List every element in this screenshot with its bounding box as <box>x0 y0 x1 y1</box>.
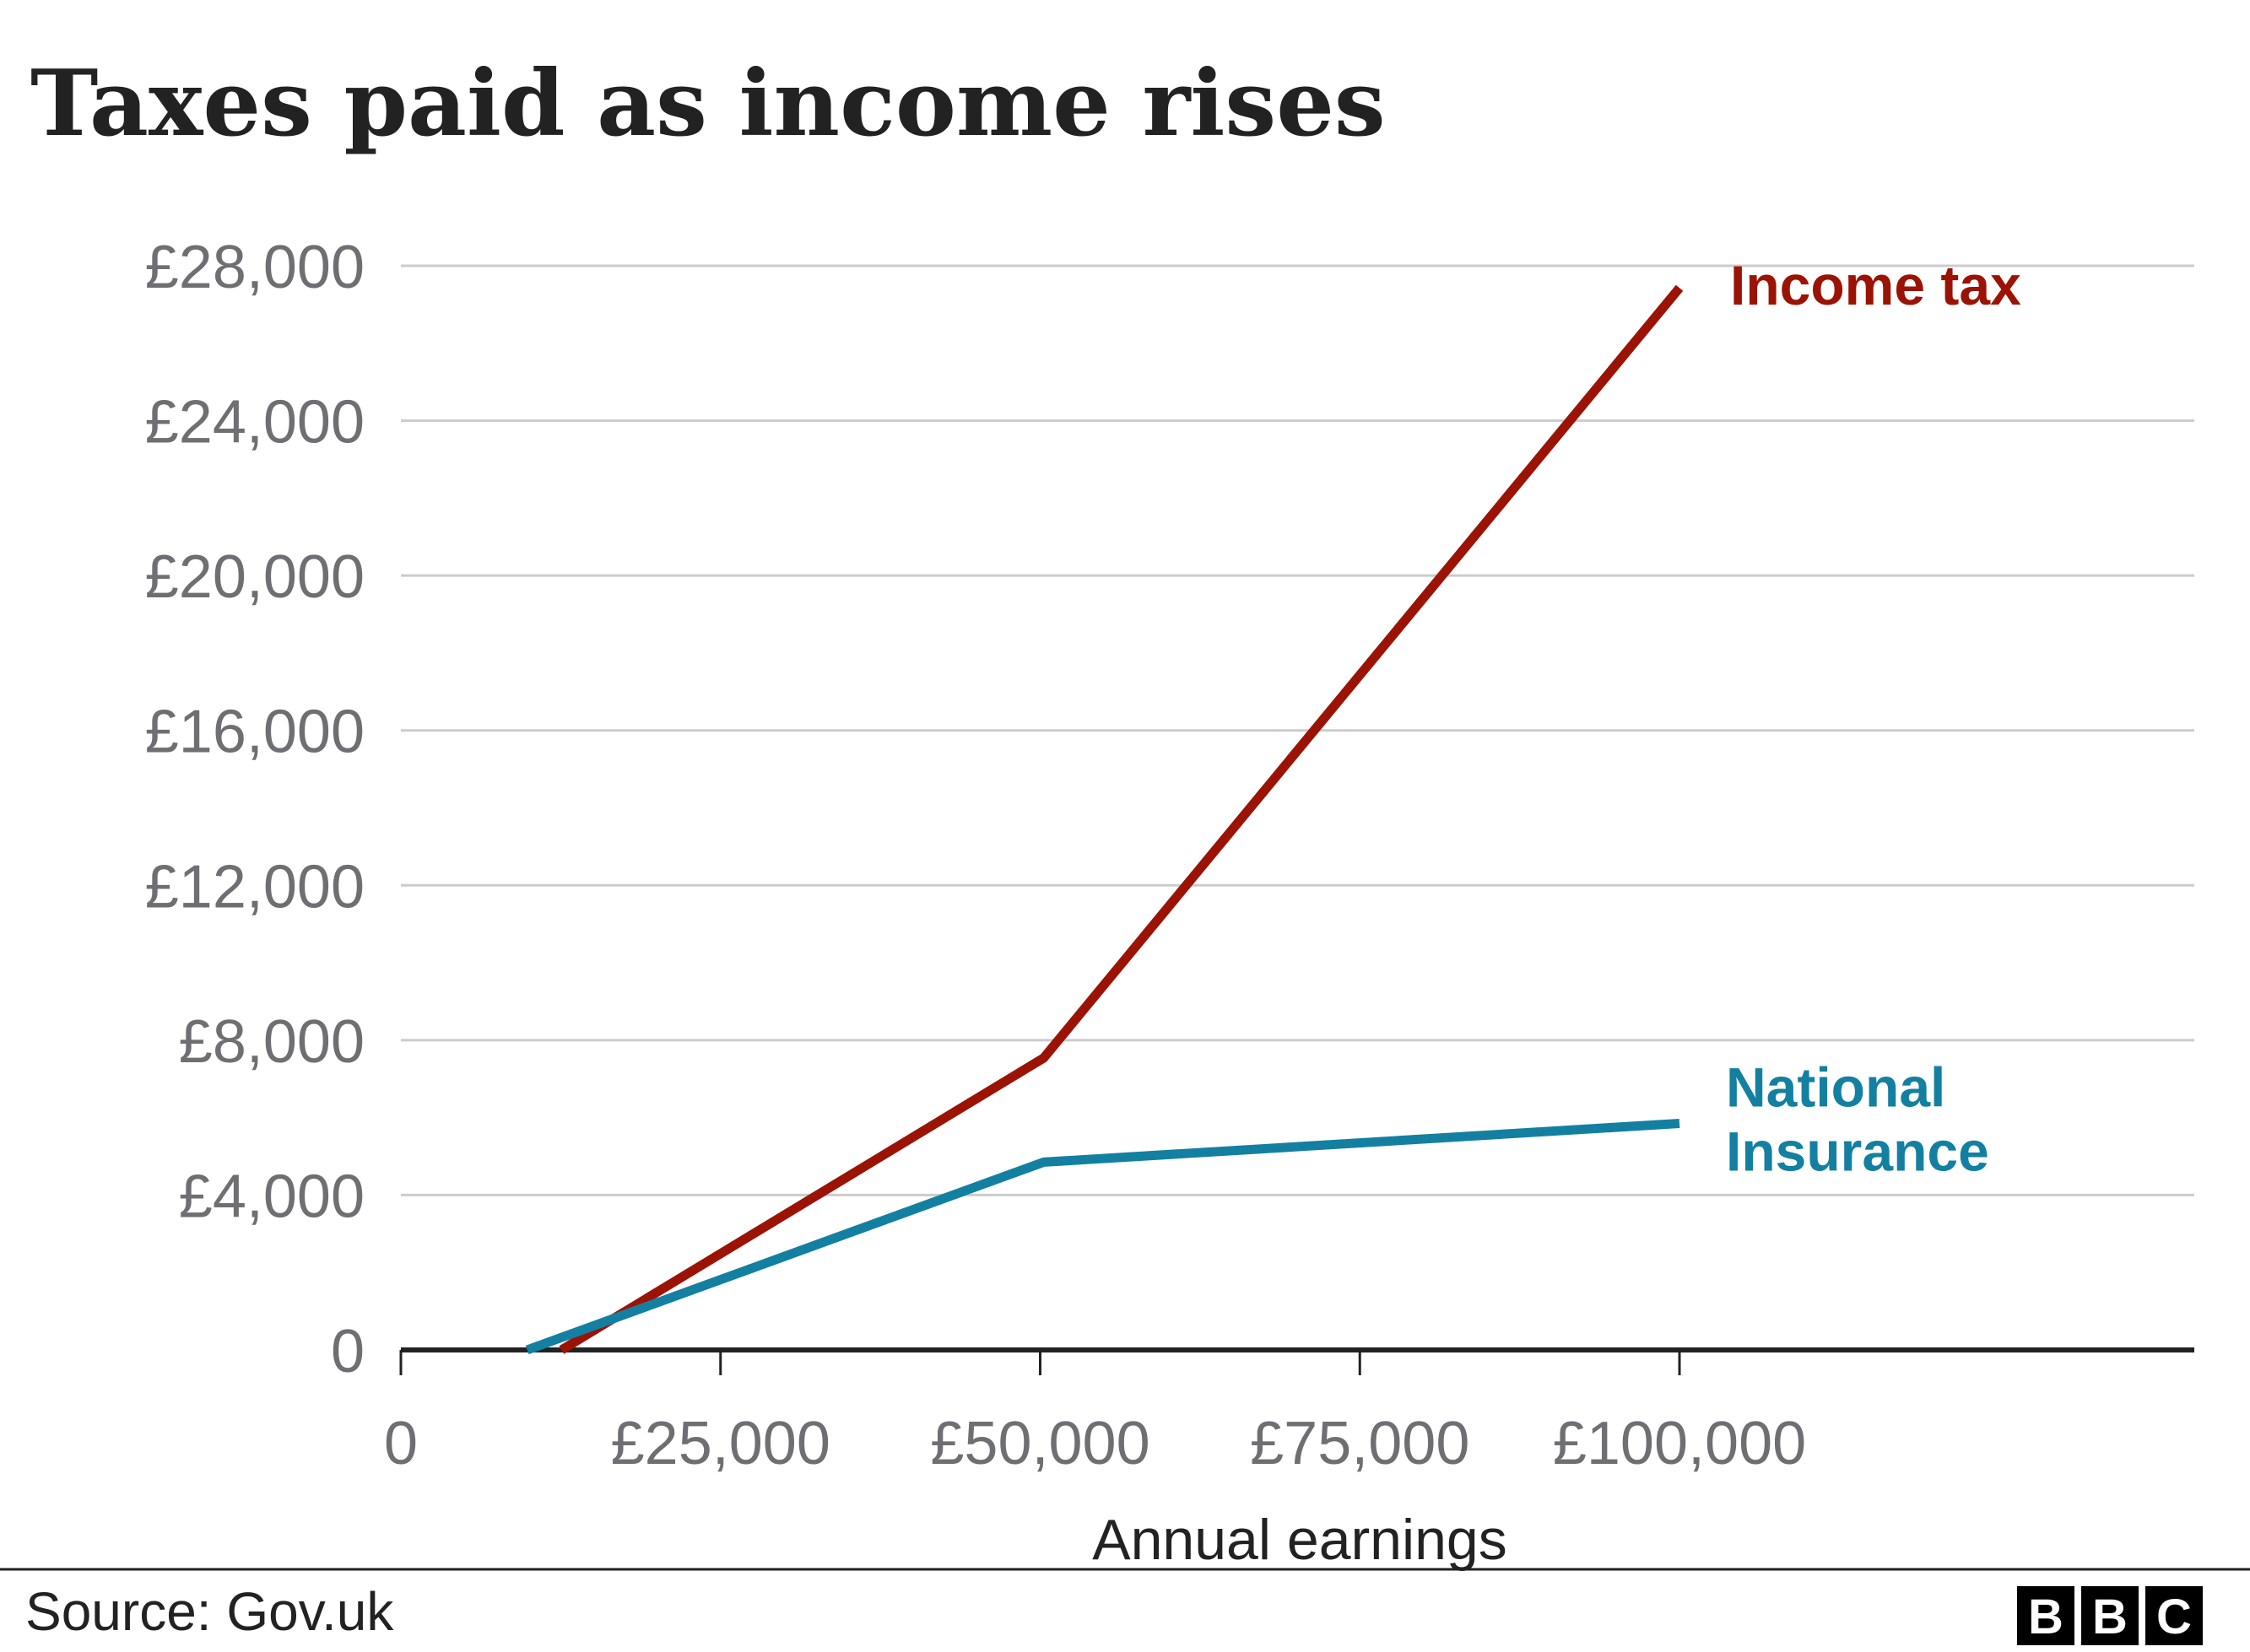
bbc-logo-letter: B <box>2092 1590 2128 1644</box>
x-axis-title: Annual earnings <box>1092 1508 1506 1572</box>
x-tick-label: £100,000 <box>1553 1410 1806 1477</box>
gridlines <box>401 264 2194 1196</box>
series-line-national-insurance <box>525 1119 1680 1355</box>
bbc-logo-block <box>2145 1586 2203 1645</box>
series-label-line: Income tax <box>1730 254 2021 316</box>
series-line-income-tax <box>559 284 1684 1354</box>
series-lines <box>525 284 1684 1355</box>
series-label-line: National <box>1726 1056 1945 1119</box>
y-tick-label: £4,000 <box>179 1163 365 1230</box>
x-tick-label: £50,000 <box>930 1410 1149 1477</box>
x-tick-label: 0 <box>384 1410 418 1477</box>
x-tick-label: £75,000 <box>1250 1410 1469 1477</box>
bbc-logo-block <box>2017 1586 2074 1645</box>
bbc-logo-letter: B <box>2028 1590 2063 1644</box>
bbc-logo-letter: C <box>2156 1590 2192 1644</box>
y-tick-label: £8,000 <box>179 1008 365 1076</box>
chart-title: Taxes paid as income rises <box>30 51 1386 157</box>
y-tick-label: £20,000 <box>145 543 365 611</box>
y-tick-label: £16,000 <box>145 699 365 766</box>
series-label-income-tax: Income tax <box>1730 254 2021 316</box>
y-axis-tick-labels: 0 £4,000 £8,000 £12,000 £16,000 £20,000 £24,00… <box>145 234 365 1385</box>
source-note: Source: Gov.uk <box>25 1581 394 1642</box>
y-tick-label: £28,000 <box>145 234 365 301</box>
bbc-logo-block <box>2081 1586 2139 1645</box>
y-tick-label: £24,000 <box>145 389 365 456</box>
series-labels: Income tax National Insurance <box>1726 254 2021 1182</box>
series-label-line: Insurance <box>1726 1120 1989 1183</box>
y-tick-label: £12,000 <box>145 853 365 920</box>
series-label-national-insurance: National Insurance <box>1726 1056 1989 1183</box>
x-tick-label: £25,000 <box>611 1410 830 1477</box>
x-axis-ticks: 0 £25,000 £50,000 £75,000 £100,000 <box>384 1350 1806 1477</box>
y-tick-label: 0 <box>331 1318 365 1385</box>
